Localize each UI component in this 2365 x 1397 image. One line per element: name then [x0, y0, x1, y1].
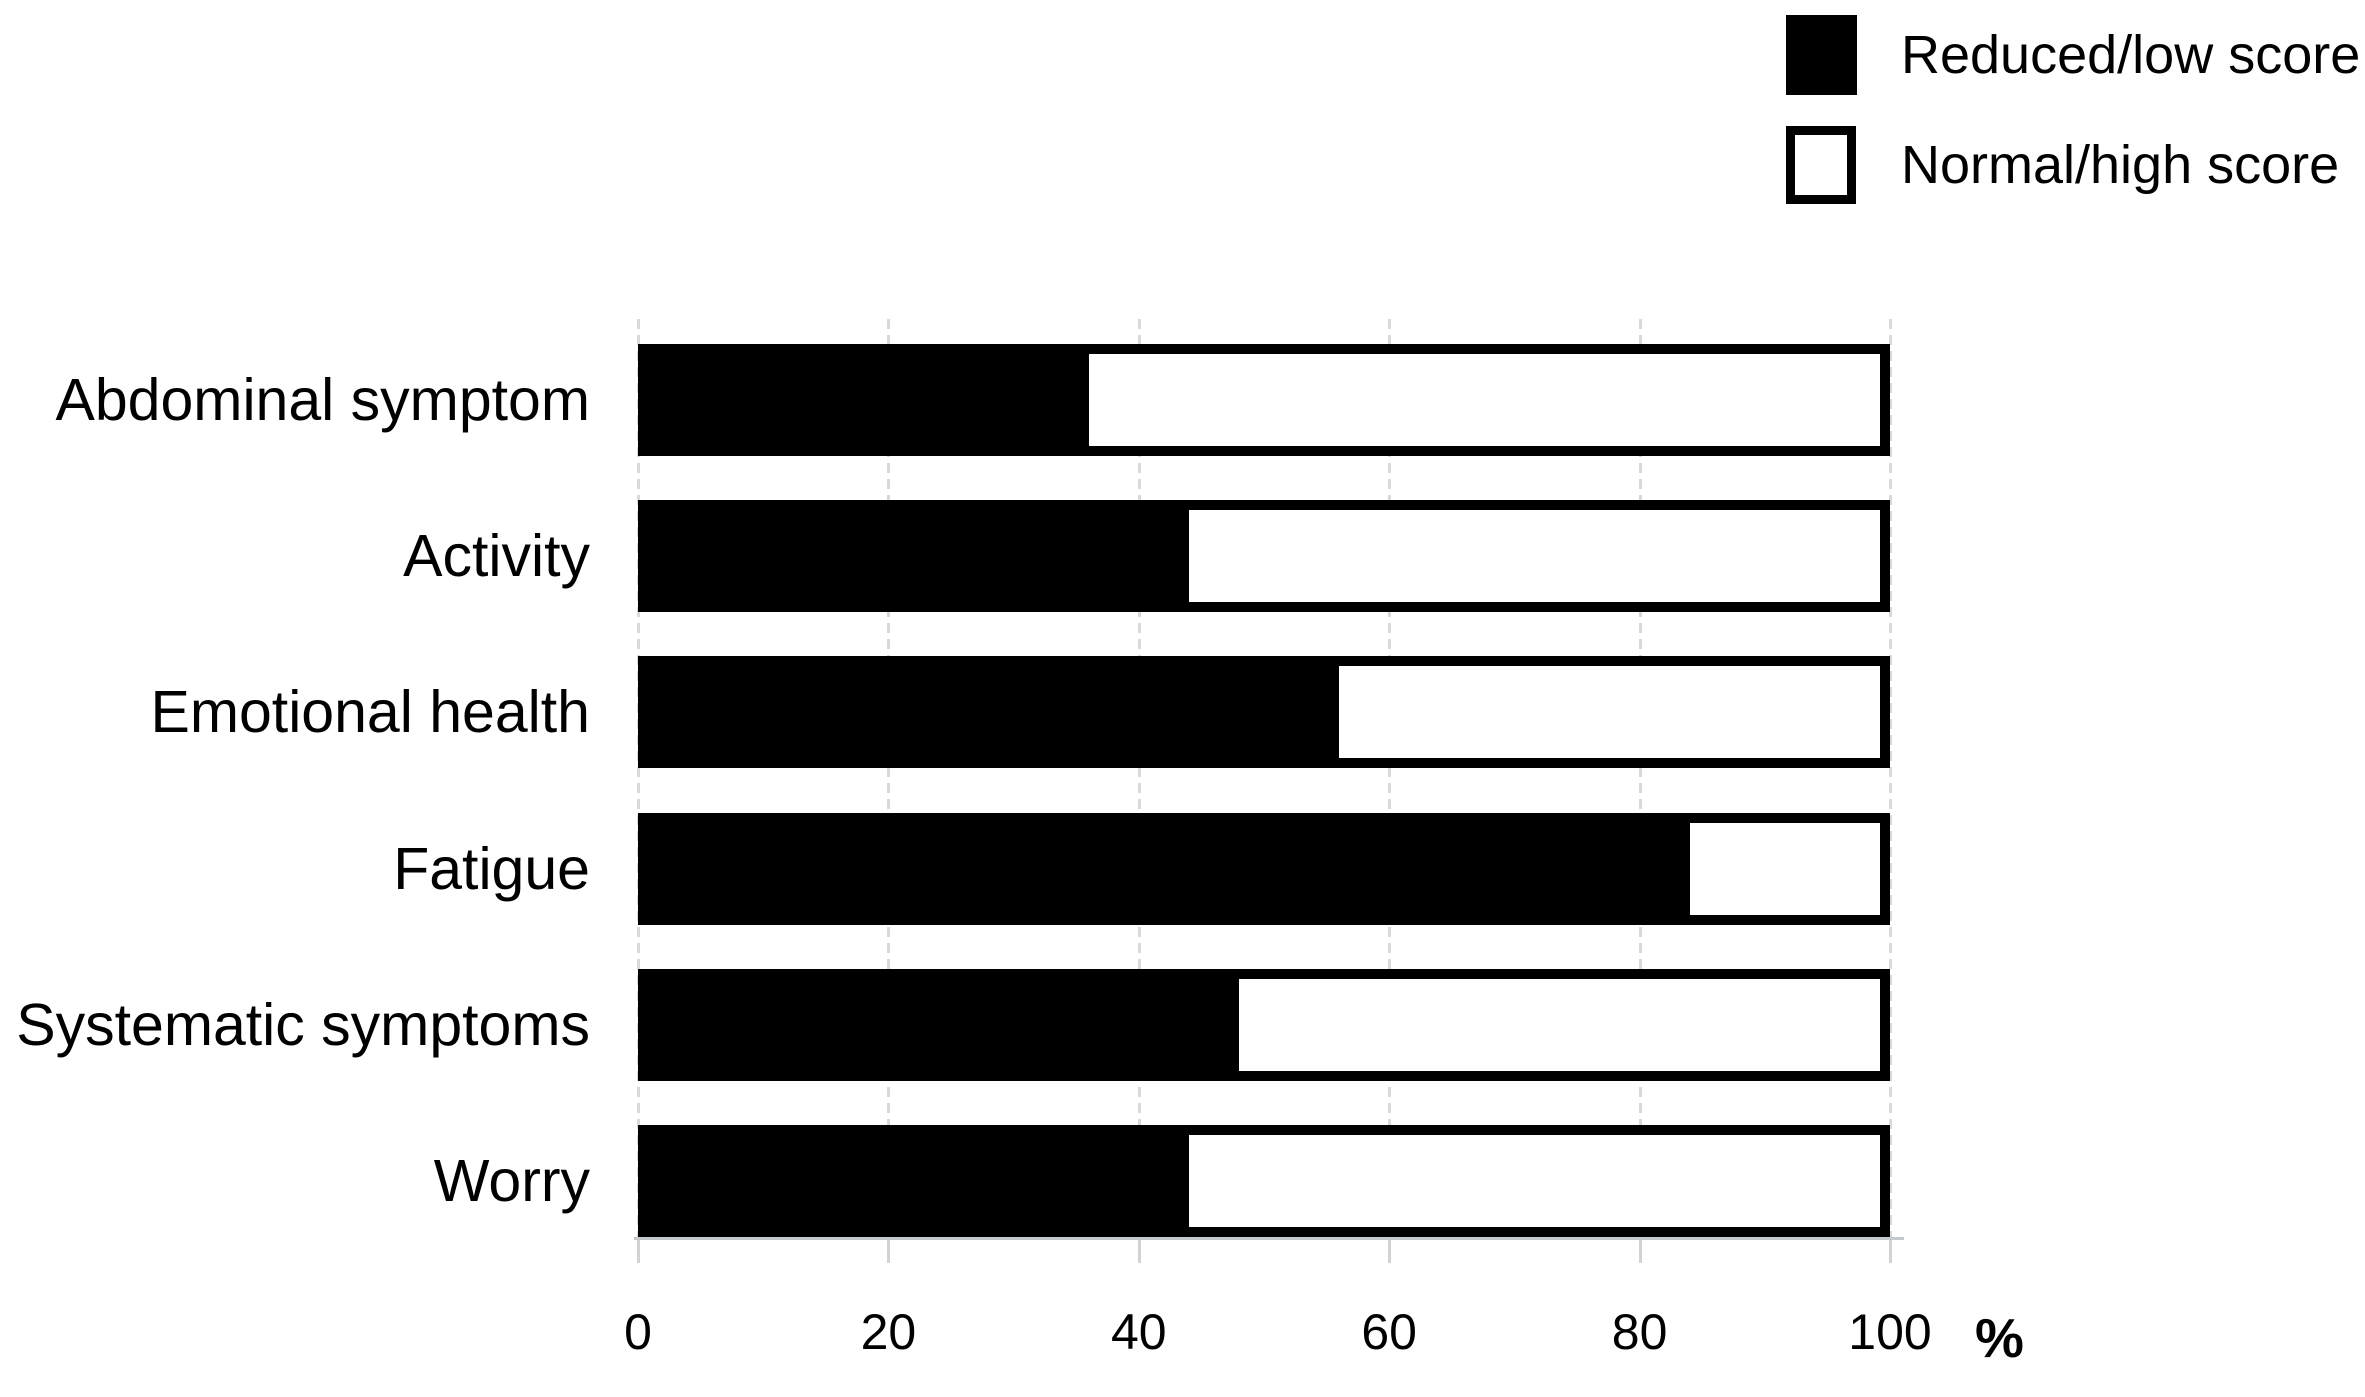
x-axis-unit-label: % [1975, 1307, 2024, 1369]
category-label-abdominal-symptom: Abdominal symptom [55, 367, 591, 433]
gridline-60 [1388, 319, 1392, 1237]
x-tick-label-20: 20 [860, 1304, 917, 1360]
x-tick-mark-100 [1889, 1240, 1892, 1263]
x-tick-mark-60 [1388, 1240, 1392, 1263]
category-label-activity: Activity [403, 523, 590, 589]
gridline-80 [1638, 319, 1642, 1237]
bar-worry [638, 1125, 1890, 1237]
category-label-systematic-symptoms: Systematic symptoms [16, 992, 590, 1058]
legend-label-normal-high: Normal/high score [1901, 135, 2340, 195]
category-label-worry: Worry [433, 1148, 590, 1214]
gridline-0 [637, 319, 640, 1237]
gridline-40 [1137, 319, 1141, 1237]
bar-fatigue [638, 813, 1890, 925]
x-tick-mark-20 [887, 1240, 891, 1263]
bar-abdominal-symptom [638, 344, 1890, 456]
legend-swatch-reduced-low-icon [1786, 15, 1857, 95]
x-tick-mark-0 [637, 1240, 640, 1263]
bar-segment-reduced-low [648, 823, 1690, 915]
bar-segment-reduced-low [648, 354, 1089, 446]
gridline-20 [887, 319, 891, 1237]
legend-label-reduced-low: Reduced/low score [1901, 25, 2361, 85]
x-axis-line [634, 1237, 1904, 1240]
x-tick-label-80: 80 [1611, 1304, 1668, 1360]
x-tick-label-60: 60 [1361, 1304, 1417, 1360]
category-label-emotional-health: Emotional health [150, 679, 590, 745]
bar-segment-reduced-low [648, 1135, 1189, 1227]
bar-segment-reduced-low [648, 979, 1239, 1071]
bar-emotional-health [638, 656, 1890, 768]
category-label-fatigue: Fatigue [393, 836, 590, 902]
x-tick-label-0: 0 [624, 1304, 652, 1360]
x-tick-label-100: 100 [1848, 1304, 1932, 1360]
bar-segment-reduced-low [648, 510, 1189, 602]
bar-systematic-symptoms [638, 969, 1890, 1081]
legend-swatch-normal-high-icon [1786, 126, 1856, 204]
x-tick-mark-80 [1638, 1240, 1642, 1263]
x-tick-mark-40 [1137, 1240, 1141, 1263]
x-tick-label-40: 40 [1110, 1304, 1167, 1360]
gridline-100 [1889, 319, 1892, 1237]
bar-activity [638, 500, 1890, 612]
bar-segment-reduced-low [648, 666, 1339, 758]
